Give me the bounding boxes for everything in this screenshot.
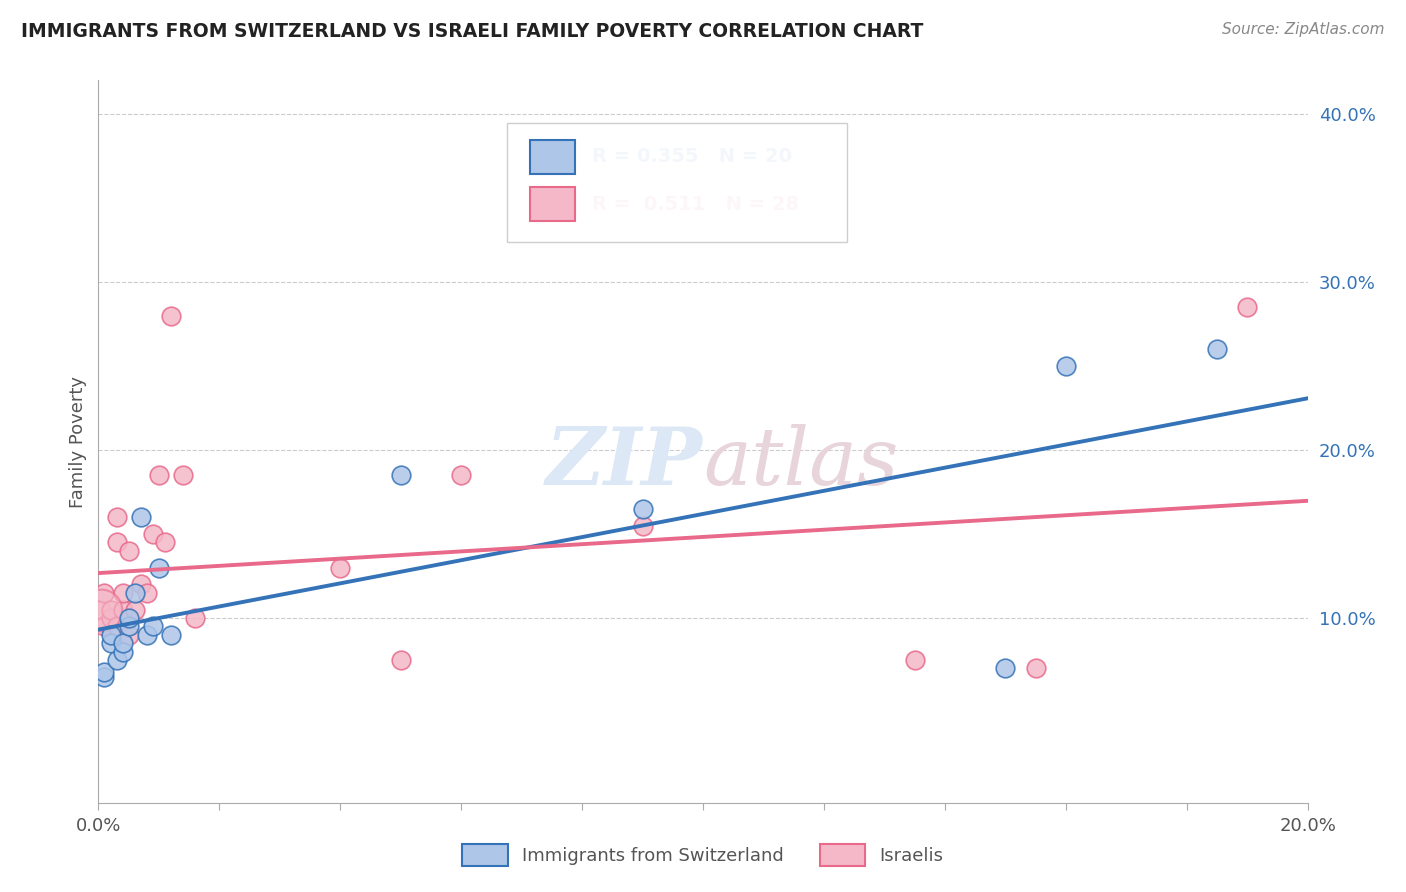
Point (118, 628, 141, 642)
Point (1054, 359, 1077, 373)
Point (129, 577, 152, 591)
Point (105, 535, 128, 549)
Point (184, 611, 207, 625)
Point (142, 619, 165, 633)
Point (124, 602, 146, 616)
Point (105, 619, 128, 633)
Point (142, 527, 165, 541)
Point (100, 611, 122, 625)
Point (111, 636, 134, 650)
Point (129, 510, 152, 524)
Point (111, 586, 134, 600)
Point (90, 602, 112, 616)
Text: R = 0.355   N = 20: R = 0.355 N = 20 (592, 147, 792, 166)
Point (135, 628, 157, 642)
Point (1236, 300, 1258, 314)
Point (118, 611, 141, 625)
Text: IMMIGRANTS FROM SWITZERLAND VS ISRAELI FAMILY POVERTY CORRELATION CHART: IMMIGRANTS FROM SWITZERLAND VS ISRAELI F… (21, 22, 924, 41)
Point (100, 636, 122, 650)
Point (111, 644, 134, 658)
Point (160, 628, 183, 642)
Text: R =  0.511   N = 28: R = 0.511 N = 28 (592, 194, 800, 213)
Point (329, 560, 352, 574)
Point (93, 665, 115, 679)
Point (450, 468, 472, 483)
Point (105, 510, 128, 524)
Point (160, 309, 183, 323)
Point (93, 586, 115, 600)
Y-axis label: Family Poverty: Family Poverty (69, 376, 87, 508)
Point (389, 468, 412, 483)
Point (118, 619, 141, 633)
Point (148, 560, 170, 574)
Text: atlas: atlas (703, 425, 898, 502)
Point (100, 602, 122, 616)
Point (153, 535, 176, 549)
Point (1206, 342, 1229, 356)
Point (111, 602, 134, 616)
Point (1024, 661, 1046, 675)
Point (90, 602, 112, 616)
Point (135, 586, 157, 600)
Point (389, 653, 412, 667)
Point (148, 468, 170, 483)
Point (172, 468, 194, 483)
Point (904, 653, 927, 667)
Point (124, 586, 146, 600)
Point (118, 543, 141, 558)
Legend: Immigrants from Switzerland, Israelis: Immigrants from Switzerland, Israelis (456, 837, 950, 873)
Point (93, 619, 115, 633)
Point (631, 501, 654, 516)
Text: ZIP: ZIP (546, 425, 703, 502)
Point (105, 653, 128, 667)
Point (100, 628, 122, 642)
Text: Source: ZipAtlas.com: Source: ZipAtlas.com (1222, 22, 1385, 37)
Point (631, 518, 654, 533)
Point (93, 670, 115, 684)
Point (994, 661, 1017, 675)
